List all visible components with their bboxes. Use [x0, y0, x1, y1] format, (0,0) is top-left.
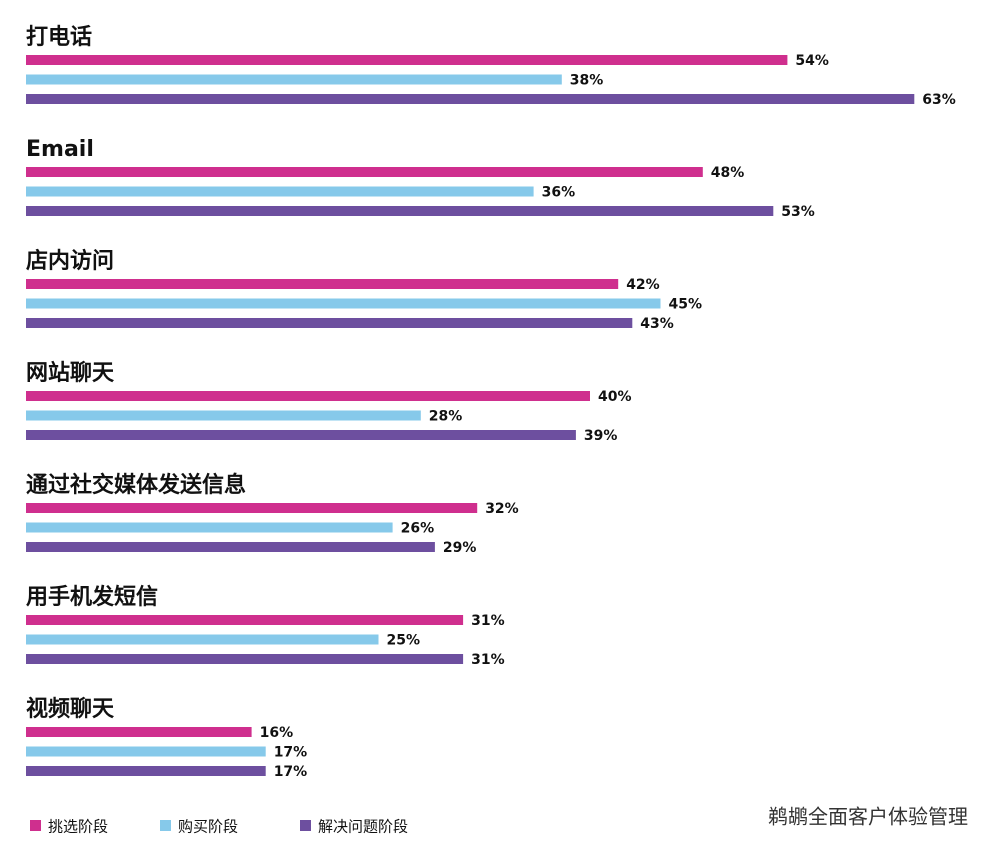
- value-label: 31%: [471, 613, 505, 629]
- bar: [26, 766, 266, 776]
- category-label: 店内访问: [26, 248, 114, 274]
- bar: [26, 634, 379, 645]
- bar: [26, 318, 633, 328]
- value-label: 36%: [542, 185, 576, 201]
- category-label: 网站聊天: [26, 361, 115, 386]
- category-label: 视频聊天: [26, 696, 115, 722]
- value-label: 17%: [274, 764, 308, 780]
- bar: [26, 746, 266, 757]
- watermark: 鹈鹕全面客户体验管理: [768, 805, 968, 829]
- value-label: 17%: [274, 745, 308, 761]
- value-label: 32%: [485, 501, 519, 517]
- bar: [26, 727, 252, 737]
- bar: [26, 206, 774, 216]
- bar: [26, 94, 915, 104]
- bar: [26, 542, 435, 552]
- bar: [26, 74, 562, 85]
- value-label: 42%: [626, 277, 660, 293]
- category-label: 通过社交媒体发送信息: [26, 472, 246, 498]
- value-label: 25%: [387, 633, 421, 649]
- value-label: 43%: [640, 316, 674, 332]
- value-label: 54%: [795, 53, 829, 69]
- legend-swatch: [300, 820, 311, 831]
- category-label: 打电话: [26, 25, 92, 50]
- bar: [26, 503, 478, 513]
- bar: [26, 654, 464, 664]
- value-label: 63%: [922, 92, 956, 108]
- value-label: 26%: [401, 521, 435, 537]
- value-label: 45%: [669, 297, 703, 313]
- bar: [26, 298, 661, 309]
- value-label: 48%: [711, 165, 745, 181]
- bar: [26, 615, 464, 625]
- value-label: 29%: [443, 540, 477, 556]
- legend-label: 购买阶段: [178, 818, 238, 836]
- bar: [26, 167, 703, 177]
- legend-label: 挑选阶段: [48, 818, 108, 836]
- value-label: 28%: [429, 409, 463, 425]
- legend-label: 解决问题阶段: [318, 818, 408, 836]
- bar: [26, 410, 421, 421]
- value-label: 16%: [260, 725, 294, 741]
- legend-swatch: [30, 820, 41, 831]
- value-label: 53%: [781, 204, 815, 220]
- bar: [26, 279, 619, 289]
- value-label: 39%: [584, 428, 618, 444]
- bar: [26, 55, 788, 65]
- category-label: Email: [26, 137, 94, 162]
- value-label: 38%: [570, 73, 604, 89]
- value-label: 40%: [598, 389, 632, 405]
- legend-swatch: [160, 820, 171, 831]
- bar: [26, 186, 534, 197]
- category-label: 用手机发短信: [26, 584, 158, 610]
- value-label: 31%: [471, 652, 505, 668]
- bar: [26, 522, 393, 533]
- bar: [26, 430, 576, 440]
- bar: [26, 391, 590, 401]
